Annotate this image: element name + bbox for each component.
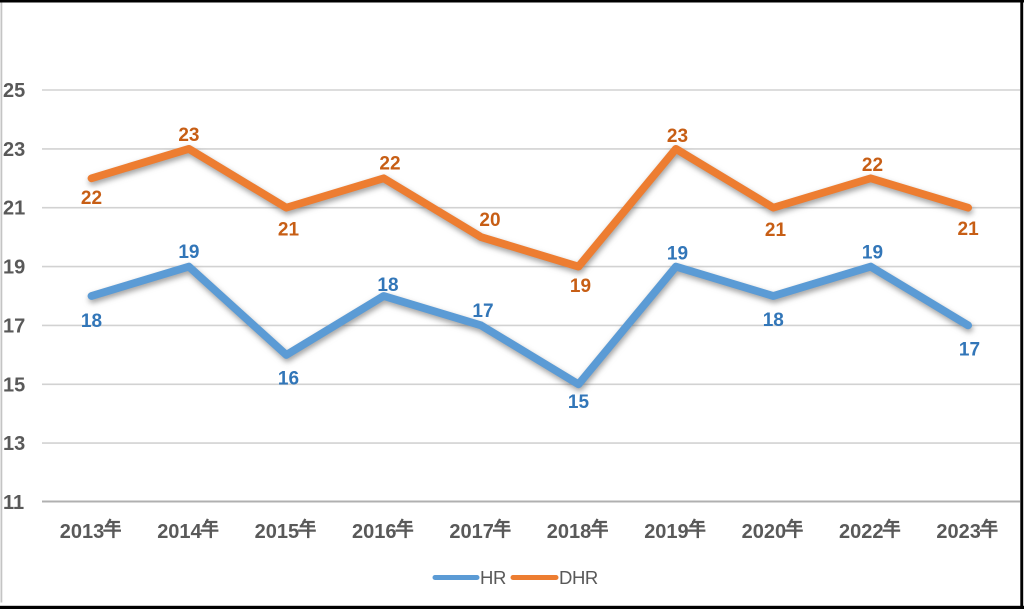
svg-text:22: 22 xyxy=(379,154,400,175)
svg-text:17: 17 xyxy=(3,315,25,337)
svg-text:2022: 2022 xyxy=(839,521,884,543)
svg-text:22: 22 xyxy=(81,188,102,209)
svg-text:18: 18 xyxy=(81,311,102,332)
svg-text:2019: 2019 xyxy=(644,521,689,543)
svg-text:19: 19 xyxy=(178,242,199,263)
svg-text:23: 23 xyxy=(178,125,199,146)
svg-text:2023: 2023 xyxy=(936,521,981,543)
svg-text:2013: 2013 xyxy=(60,521,105,543)
svg-text:19: 19 xyxy=(862,243,883,264)
svg-text:2016: 2016 xyxy=(352,521,397,543)
svg-text:18: 18 xyxy=(763,310,784,331)
svg-text:21: 21 xyxy=(3,198,25,220)
svg-text:16: 16 xyxy=(278,369,299,390)
svg-text:13: 13 xyxy=(3,433,25,455)
svg-text:22: 22 xyxy=(862,155,883,176)
svg-text:23: 23 xyxy=(667,126,688,147)
svg-text:21: 21 xyxy=(958,219,980,240)
svg-text:2015: 2015 xyxy=(255,521,300,543)
svg-text:15: 15 xyxy=(3,374,25,396)
svg-text:19: 19 xyxy=(570,276,591,297)
svg-text:15: 15 xyxy=(568,392,590,413)
svg-text:21: 21 xyxy=(765,220,787,241)
svg-text:2017: 2017 xyxy=(449,521,494,543)
svg-text:HR: HR xyxy=(480,567,506,588)
svg-text:11: 11 xyxy=(3,492,24,514)
svg-text:2020: 2020 xyxy=(742,521,787,543)
svg-text:2014: 2014 xyxy=(157,521,202,543)
svg-text:23: 23 xyxy=(3,139,25,161)
svg-text:25: 25 xyxy=(3,80,25,102)
svg-text:19: 19 xyxy=(3,257,25,279)
svg-text:21: 21 xyxy=(278,219,300,240)
svg-text:20: 20 xyxy=(479,210,500,231)
svg-text:18: 18 xyxy=(377,275,398,296)
svg-text:17: 17 xyxy=(959,340,980,361)
svg-text:2018: 2018 xyxy=(547,521,592,543)
svg-text:19: 19 xyxy=(667,244,688,265)
svg-text:DHR: DHR xyxy=(559,567,598,588)
svg-text:17: 17 xyxy=(472,301,493,322)
